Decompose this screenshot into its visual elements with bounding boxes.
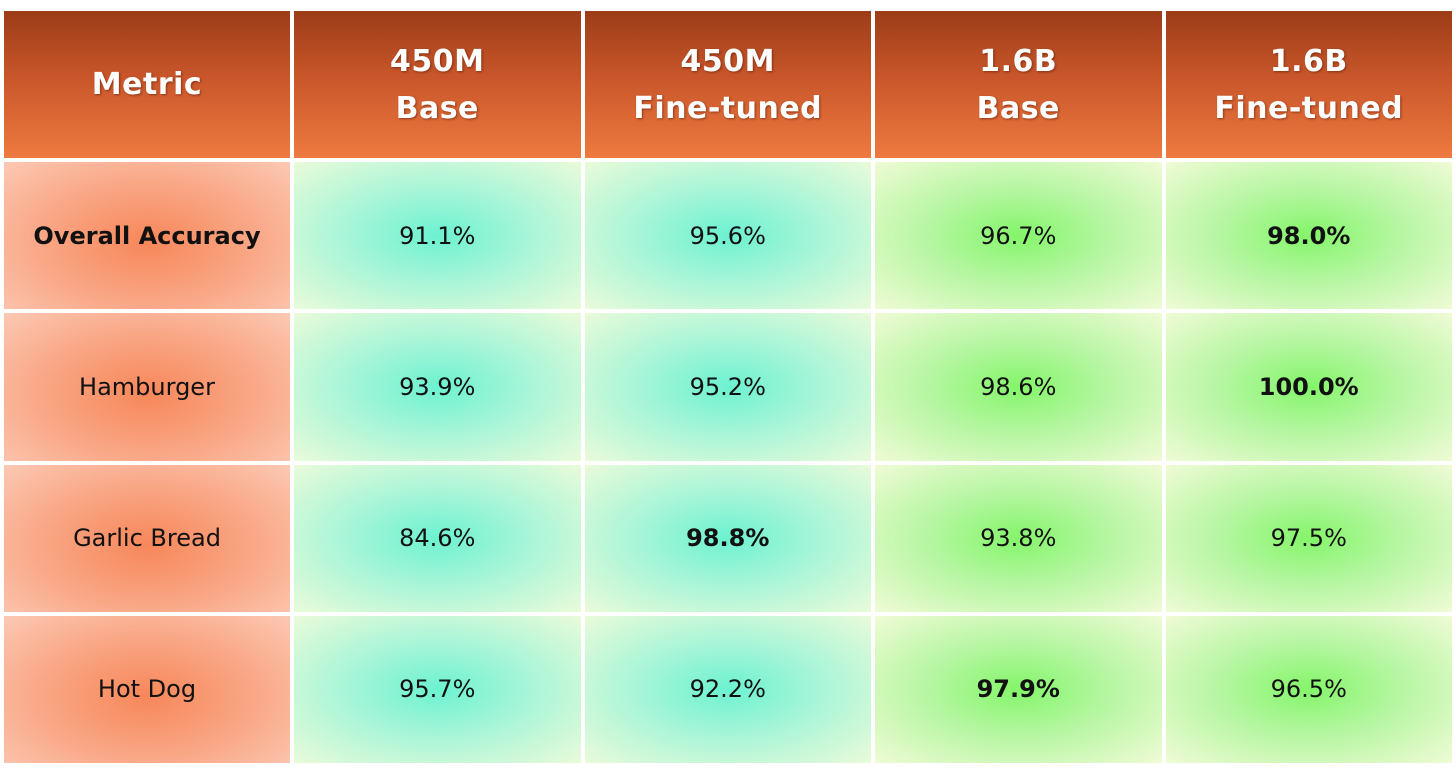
- header-cell-1-6b-base: 1.6B Base: [875, 11, 1162, 158]
- header-metric-label: Metric: [91, 67, 203, 102]
- value-cell: 96.7%: [875, 162, 1162, 310]
- value-cell: 91.1%: [294, 162, 581, 310]
- value-cell: 95.6%: [584, 162, 871, 310]
- comparison-table-wrapper: Metric 450M Base 450M Fine-tuned 1.6B Ba…: [0, 7, 1456, 767]
- accuracy-comparison-table: Metric 450M Base 450M Fine-tuned 1.6B Ba…: [0, 7, 1456, 767]
- header-line2: Fine-tuned: [1214, 90, 1404, 126]
- value-cell-best: 98.0%: [1165, 162, 1452, 310]
- header-cell-450m-finetuned: 450M Fine-tuned: [584, 11, 871, 158]
- value-cell: 95.7%: [294, 615, 581, 763]
- header-line1: 450M: [680, 43, 775, 79]
- metric-cell: Overall Accuracy: [4, 162, 290, 310]
- header-line2: Base: [395, 90, 479, 126]
- value-cell: 98.6%: [875, 313, 1162, 461]
- header-line2: Fine-tuned: [633, 90, 823, 126]
- value-cell-best: 100.0%: [1165, 313, 1452, 461]
- table-row-hot-dog: Hot Dog 95.7% 92.2% 97.9% 96.5%: [4, 615, 1452, 763]
- header-line1: 1.6B: [979, 43, 1058, 79]
- table-row-hamburger: Hamburger 93.9% 95.2% 98.6% 100.0%: [4, 313, 1452, 461]
- metric-cell: Hamburger: [4, 313, 290, 461]
- header-row: Metric 450M Base 450M Fine-tuned 1.6B Ba…: [4, 11, 1452, 158]
- value-cell: 93.9%: [294, 313, 581, 461]
- value-cell-best: 98.8%: [584, 464, 871, 612]
- header-line1: 1.6B: [1269, 43, 1348, 79]
- value-cell: 95.2%: [584, 313, 871, 461]
- value-cell: 97.5%: [1165, 464, 1452, 612]
- table-row-overall-accuracy: Overall Accuracy 91.1% 95.6% 96.7% 98.0%: [4, 162, 1452, 310]
- header-cell-1-6b-finetuned: 1.6B Fine-tuned: [1165, 11, 1452, 158]
- value-cell: 84.6%: [294, 464, 581, 612]
- value-cell: 96.5%: [1165, 615, 1452, 763]
- value-cell: 92.2%: [584, 615, 871, 763]
- metric-cell: Hot Dog: [4, 615, 290, 763]
- table-row-garlic-bread: Garlic Bread 84.6% 98.8% 93.8% 97.5%: [4, 464, 1452, 612]
- header-line2: Base: [976, 90, 1060, 126]
- header-line1: 450M: [390, 43, 485, 79]
- value-cell: 93.8%: [875, 464, 1162, 612]
- value-cell-best: 97.9%: [875, 615, 1162, 763]
- header-cell-450m-base: 450M Base: [294, 11, 581, 158]
- header-cell-metric: Metric: [4, 11, 290, 158]
- metric-cell: Garlic Bread: [4, 464, 290, 612]
